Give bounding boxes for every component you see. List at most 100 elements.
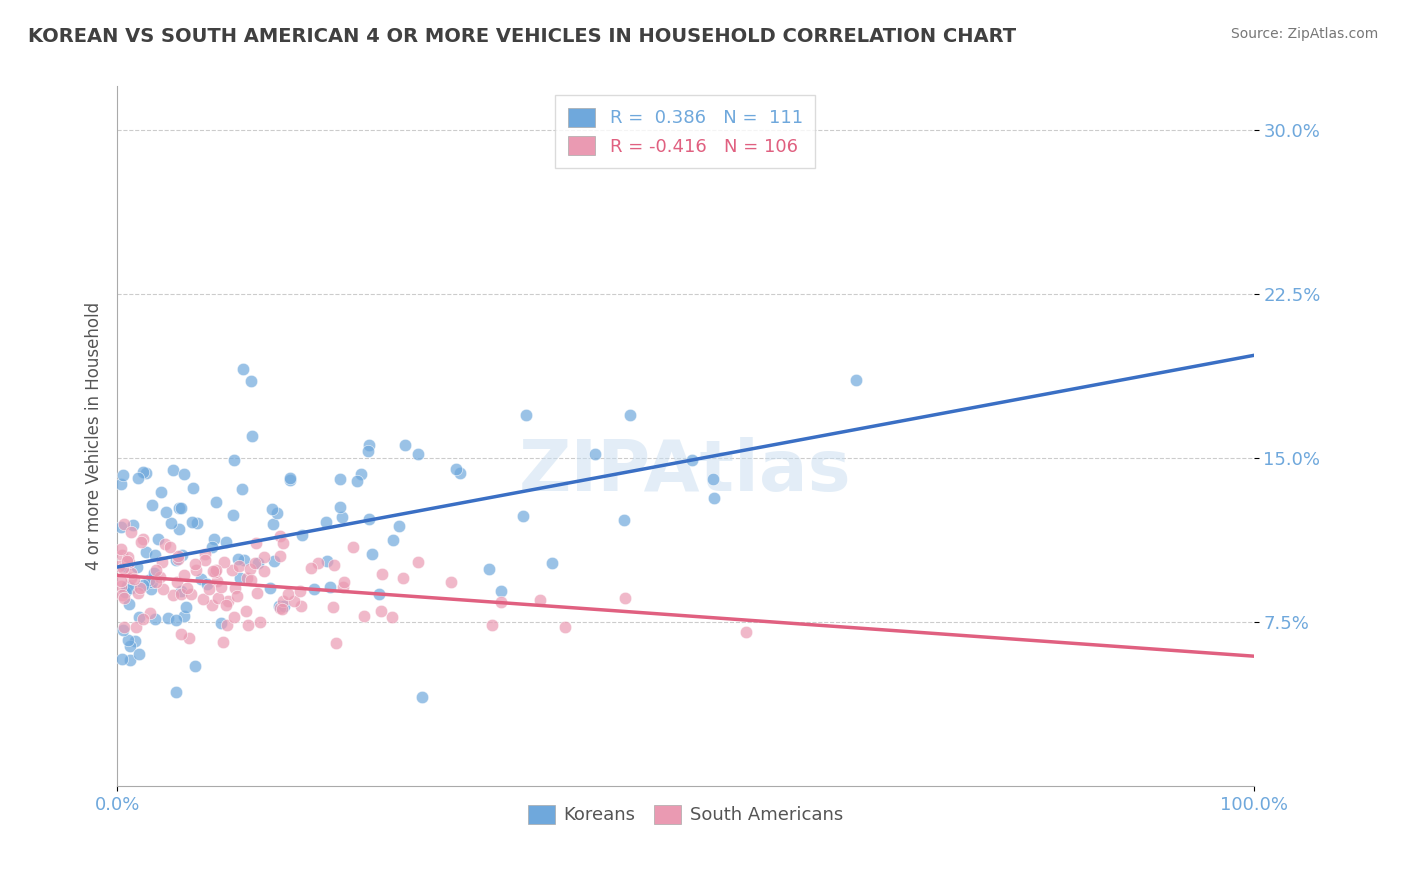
Point (253, 549, 276, 564)
Point (411, 690, 433, 704)
Point (120, 566, 142, 580)
Point (128, 648, 150, 662)
Point (388, 519, 411, 533)
Point (845, 373, 868, 387)
Point (235, 604, 257, 618)
Point (131, 534, 153, 549)
Point (222, 609, 245, 624)
Point (322, 558, 344, 573)
Point (359, 438, 381, 452)
Point (554, 620, 576, 634)
Point (269, 601, 291, 615)
Point (162, 588, 184, 602)
Point (278, 471, 301, 485)
Point (110, 519, 132, 533)
Point (371, 567, 394, 582)
Point (360, 547, 382, 561)
Point (181, 515, 204, 529)
Point (150, 555, 173, 569)
Point (278, 473, 301, 487)
Point (124, 633, 146, 648)
Point (162, 463, 184, 477)
Point (271, 602, 294, 616)
Point (143, 549, 166, 563)
Point (129, 582, 152, 596)
Point (239, 374, 262, 388)
Point (120, 524, 142, 539)
Point (127, 470, 149, 484)
Point (212, 635, 235, 649)
Point (239, 562, 262, 576)
Point (307, 556, 329, 570)
Point (141, 574, 163, 589)
Point (394, 438, 416, 452)
Point (202, 533, 225, 547)
Point (226, 551, 249, 566)
Point (319, 580, 342, 594)
Point (269, 529, 291, 543)
Point (195, 577, 218, 591)
Point (236, 617, 259, 632)
Point (263, 554, 285, 568)
Point (112, 620, 135, 634)
Point (111, 561, 134, 575)
Point (315, 515, 337, 529)
Point (139, 606, 162, 620)
Point (194, 553, 217, 567)
Point (132, 465, 155, 479)
Point (152, 582, 174, 596)
Point (735, 624, 758, 639)
Point (159, 540, 181, 554)
Point (226, 589, 249, 603)
Point (491, 594, 513, 608)
Point (173, 608, 195, 623)
Point (583, 447, 606, 461)
Point (110, 476, 132, 491)
Point (299, 561, 322, 575)
Point (180, 586, 202, 600)
Point (127, 586, 149, 600)
Point (529, 592, 551, 607)
Point (262, 516, 284, 531)
Point (201, 598, 224, 612)
Point (489, 583, 512, 598)
Point (146, 532, 169, 546)
Point (165, 684, 187, 698)
Point (141, 498, 163, 512)
Point (316, 554, 339, 568)
Point (325, 636, 347, 650)
Point (212, 555, 235, 569)
Point (177, 631, 200, 645)
Point (273, 599, 295, 613)
Point (277, 586, 299, 600)
Legend: Koreans, South Americans: Koreans, South Americans (519, 796, 852, 833)
Point (153, 537, 176, 551)
Point (120, 571, 142, 585)
Point (236, 570, 259, 584)
Point (112, 591, 135, 605)
Point (271, 594, 294, 608)
Point (111, 623, 134, 637)
Point (702, 472, 724, 486)
Point (215, 599, 238, 613)
Point (170, 549, 193, 563)
Point (209, 615, 232, 630)
Point (170, 583, 193, 598)
Point (114, 585, 136, 599)
Point (243, 556, 266, 570)
Point (209, 580, 232, 594)
Point (232, 362, 254, 376)
Point (221, 563, 243, 577)
Point (259, 581, 281, 595)
Point (155, 505, 177, 519)
Point (613, 513, 636, 527)
Point (194, 547, 217, 561)
Point (619, 409, 641, 423)
Point (246, 556, 269, 570)
Point (138, 573, 160, 587)
Point (120, 639, 142, 653)
Point (406, 555, 429, 569)
Point (170, 500, 193, 515)
Point (233, 553, 256, 567)
Point (368, 587, 391, 601)
